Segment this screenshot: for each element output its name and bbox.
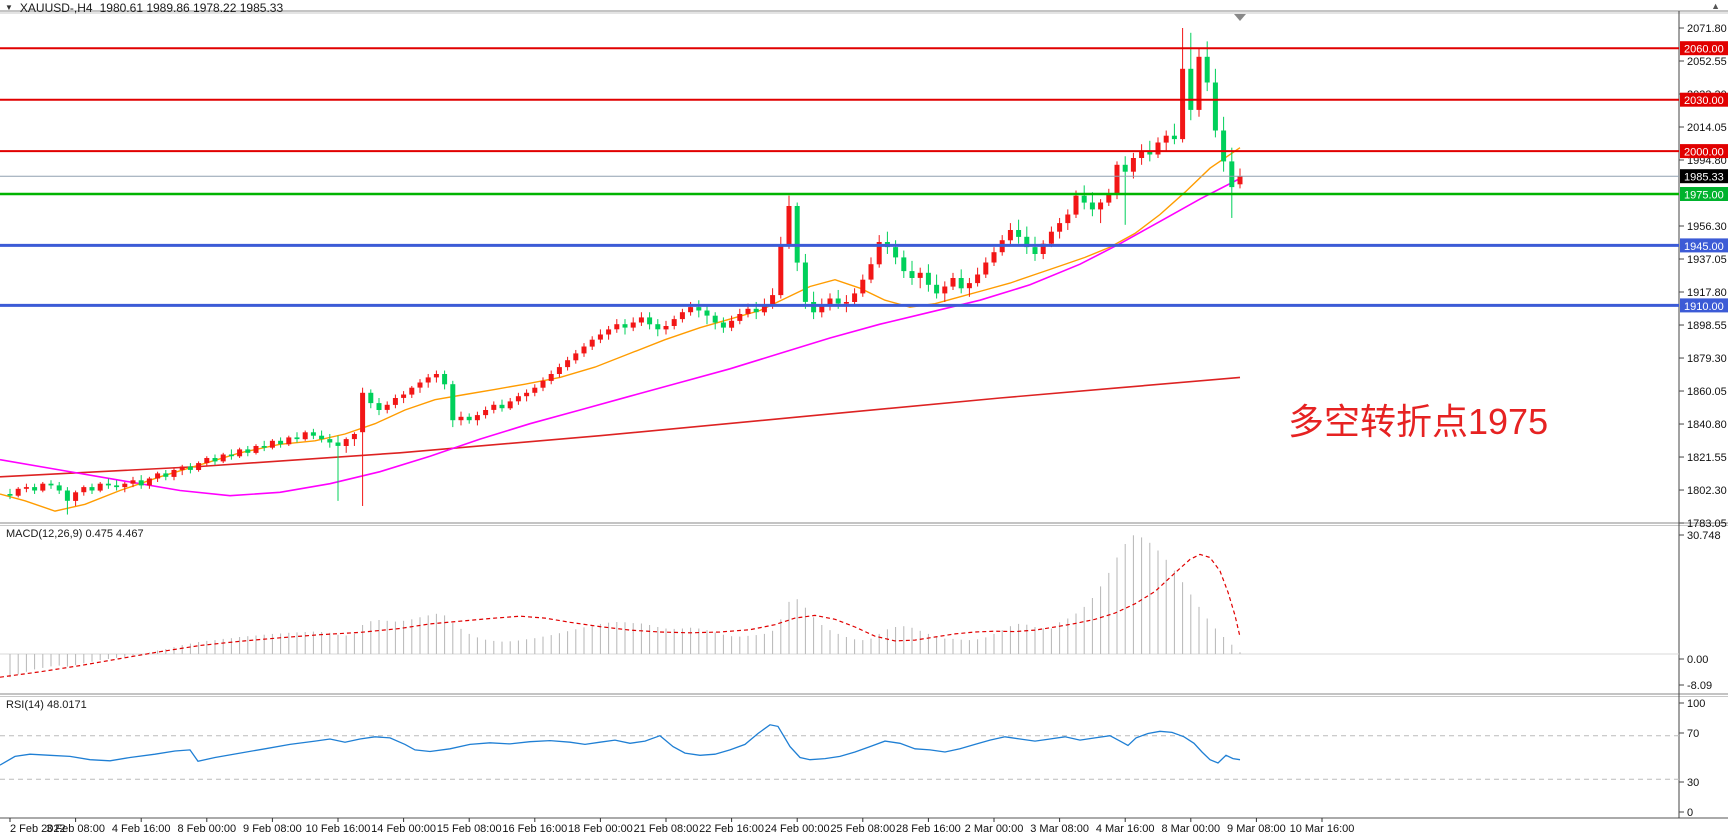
svg-text:-8.09: -8.09 — [1687, 680, 1712, 692]
svg-text:2052.55: 2052.55 — [1687, 56, 1727, 68]
svg-text:2 Feb 2022: 2 Feb 2022 — [10, 823, 66, 835]
svg-text:2060.00: 2060.00 — [1684, 44, 1724, 56]
price-badge-2060.00 — [1680, 41, 1728, 56]
svg-text:8 Mar 00:00: 8 Mar 00:00 — [1161, 823, 1220, 835]
svg-text:1945.00: 1945.00 — [1684, 241, 1724, 253]
svg-text:2000.00: 2000.00 — [1684, 147, 1724, 159]
svg-text:2 Mar 00:00: 2 Mar 00:00 — [965, 823, 1024, 835]
svg-text:0: 0 — [1687, 807, 1693, 819]
mid-ma-line — [0, 177, 1241, 497]
svg-text:1879.30: 1879.30 — [1687, 353, 1727, 365]
price-badge-1975.00 — [1680, 187, 1728, 201]
svg-text:9 Mar 08:00: 9 Mar 08:00 — [1227, 823, 1286, 835]
svg-text:1802.30: 1802.30 — [1687, 485, 1727, 497]
svg-text:22 Feb 16:00: 22 Feb 16:00 — [699, 823, 764, 835]
svg-text:30: 30 — [1687, 777, 1699, 789]
price-badge-2030.00 — [1680, 92, 1728, 107]
svg-text:1910.00: 1910.00 — [1684, 301, 1724, 313]
svg-text:18 Feb 00:00: 18 Feb 00:00 — [568, 823, 633, 835]
macd-histogram — [9, 535, 1241, 678]
svg-text:3 Feb 08:00: 3 Feb 08:00 — [46, 823, 105, 835]
svg-text:4 Feb 16:00: 4 Feb 16:00 — [112, 823, 171, 835]
svg-text:1975.00: 1975.00 — [1684, 189, 1724, 201]
svg-text:2071.80: 2071.80 — [1687, 23, 1727, 35]
svg-text:100: 100 — [1687, 698, 1705, 710]
svg-text:1840.80: 1840.80 — [1687, 419, 1727, 431]
price-badge-1945.00 — [1680, 238, 1728, 253]
symbol-dropdown-icon[interactable]: ▼ — [5, 3, 13, 12]
chart-scroll-icon[interactable]: ▲ — [1711, 1, 1720, 11]
svg-text:1917.80: 1917.80 — [1687, 287, 1727, 299]
chart-text-annotation[interactable]: 多空转折点1975 — [1288, 401, 1549, 442]
svg-text:1860.05: 1860.05 — [1687, 386, 1727, 398]
svg-text:3 Mar 08:00: 3 Mar 08:00 — [1030, 823, 1089, 835]
svg-text:1985.33: 1985.33 — [1684, 172, 1724, 184]
svg-text:30.748: 30.748 — [1687, 530, 1721, 542]
svg-text:1821.55: 1821.55 — [1687, 452, 1727, 464]
svg-text:16 Feb 16:00: 16 Feb 16:00 — [502, 823, 567, 835]
candlesticks — [7, 28, 1243, 515]
price-badge-1985.33 — [1680, 169, 1728, 184]
chart-titlebar: ▼ XAUUSD-,H4 1980.61 1989.86 1978.22 198… — [5, 1, 283, 15]
svg-text:10 Feb 16:00: 10 Feb 16:00 — [306, 823, 371, 835]
svg-text:8 Feb 00:00: 8 Feb 00:00 — [177, 823, 236, 835]
svg-text:14 Feb 00:00: 14 Feb 00:00 — [371, 823, 436, 835]
chart-shift-marker-icon[interactable] — [1234, 14, 1246, 21]
svg-text:0.00: 0.00 — [1687, 654, 1708, 666]
price-axis[interactable]: 2071.802052.552033.302014.051994.801956.… — [1679, 23, 1728, 530]
svg-text:10 Mar 16:00: 10 Mar 16:00 — [1290, 823, 1355, 835]
macd-signal-line — [0, 553, 1241, 678]
price-badge-1910.00 — [1680, 298, 1728, 313]
svg-text:25 Feb 08:00: 25 Feb 08:00 — [830, 823, 895, 835]
svg-text:2014.05: 2014.05 — [1687, 122, 1727, 134]
price-badge-2000.00 — [1680, 144, 1728, 159]
svg-text:1937.05: 1937.05 — [1687, 254, 1727, 266]
main-price-panel[interactable] — [0, 14, 1679, 515]
rsi-line — [0, 724, 1241, 766]
svg-text:28 Feb 16:00: 28 Feb 16:00 — [896, 823, 961, 835]
svg-text:24 Feb 00:00: 24 Feb 00:00 — [765, 823, 830, 835]
svg-text:2030.00: 2030.00 — [1684, 95, 1724, 107]
fast-ma-line — [0, 147, 1241, 512]
svg-text:21 Feb 08:00: 21 Feb 08:00 — [634, 823, 699, 835]
svg-text:70: 70 — [1687, 728, 1699, 740]
svg-text:1898.55: 1898.55 — [1687, 320, 1727, 332]
rsi-indicator-label: RSI(14) 48.0171 — [6, 699, 87, 711]
svg-text:1956.30: 1956.30 — [1687, 221, 1727, 233]
svg-text:15 Feb 08:00: 15 Feb 08:00 — [437, 823, 502, 835]
title-ohlc-values: 1980.61 1989.86 1978.22 1985.33 — [99, 1, 284, 15]
svg-text:4 Mar 16:00: 4 Mar 16:00 — [1096, 823, 1155, 835]
macd-indicator-label: MACD(12,26,9) 0.475 4.467 — [6, 528, 144, 540]
svg-text:1783.05: 1783.05 — [1687, 518, 1727, 530]
macd-panel[interactable]: 30.748 0.00 -8.09 — [0, 530, 1721, 692]
svg-text:9 Feb 08:00: 9 Feb 08:00 — [243, 823, 302, 835]
rsi-panel[interactable]: 100 70 30 0 — [0, 698, 1705, 819]
symbol-period-title: XAUUSD-,H4 — [19, 1, 93, 15]
slow-ma-line — [0, 376, 1241, 478]
